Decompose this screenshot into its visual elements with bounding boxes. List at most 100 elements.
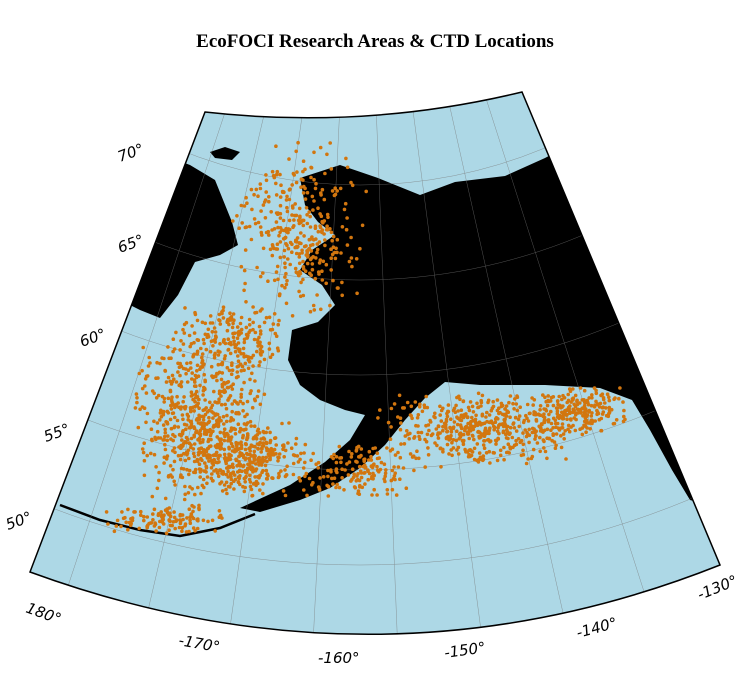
ctd-dot	[457, 432, 462, 437]
ctd-dot	[569, 400, 573, 404]
ctd-dot	[218, 322, 223, 326]
ctd-dot	[220, 360, 225, 365]
ctd-dot	[492, 425, 497, 430]
ctd-dot	[237, 476, 242, 481]
ctd-dot	[242, 340, 247, 345]
ctd-dot	[311, 303, 316, 308]
ctd-dot	[337, 444, 342, 449]
ctd-dot	[465, 415, 470, 420]
ctd-dot	[267, 341, 272, 346]
ctd-dot	[135, 396, 139, 400]
ctd-dot	[126, 507, 130, 512]
ctd-dot	[328, 303, 332, 308]
ctd-dot	[567, 387, 572, 391]
ctd-dot	[231, 335, 236, 340]
ctd-dot	[162, 396, 167, 401]
ctd-dot	[273, 436, 277, 441]
ctd-dot	[390, 468, 395, 473]
ctd-dot	[231, 219, 235, 223]
ctd-dot	[546, 394, 550, 398]
ctd-dot	[123, 515, 127, 520]
ctd-dot	[181, 517, 185, 522]
ctd-dot	[201, 408, 205, 413]
ctd-dot	[284, 226, 288, 231]
ctd-dot	[590, 411, 594, 415]
ctd-dot	[185, 516, 189, 520]
ctd-dot	[253, 311, 257, 315]
ctd-dot	[593, 419, 597, 423]
ctd-dot	[173, 483, 177, 487]
ctd-dot	[555, 409, 560, 414]
ctd-dot	[590, 396, 594, 400]
ctd-dot	[261, 468, 265, 473]
ctd-dot	[178, 513, 182, 518]
ctd-dot	[357, 464, 362, 469]
ctd-dot	[254, 436, 259, 441]
ctd-dot	[264, 190, 269, 194]
lon-label: -130°	[695, 571, 740, 603]
ctd-dot	[396, 450, 400, 455]
ctd-dot	[297, 252, 302, 256]
ctd-dot	[307, 237, 312, 242]
ctd-dot	[229, 481, 233, 486]
ctd-dot	[332, 452, 336, 457]
ctd-dot	[235, 325, 240, 329]
ctd-dot	[534, 429, 538, 434]
ctd-dot	[222, 438, 227, 443]
ctd-dot	[481, 454, 486, 458]
ctd-dot	[296, 218, 301, 223]
lon-label: -150°	[443, 638, 487, 662]
ctd-dot	[163, 430, 168, 435]
ctd-dot	[323, 238, 327, 242]
ctd-dot	[598, 401, 603, 406]
ctd-dot	[340, 476, 344, 480]
meridian	[371, 92, 401, 635]
ctd-dot	[293, 266, 298, 271]
ctd-dot	[155, 421, 160, 425]
ctd-dot	[259, 450, 264, 454]
ctd-dot	[156, 436, 161, 440]
ctd-dot	[183, 367, 188, 371]
ctd-dot	[472, 424, 477, 429]
ctd-dot	[193, 312, 198, 317]
ctd-dot	[261, 203, 266, 207]
ctd-dot	[434, 427, 439, 431]
ctd-dot	[319, 193, 323, 197]
ctd-dot	[140, 368, 144, 373]
ctd-dot	[180, 525, 185, 530]
ctd-dot	[167, 356, 171, 361]
ctd-dot	[549, 409, 553, 414]
ctd-dot	[455, 415, 459, 420]
ctd-dot	[582, 423, 586, 428]
ctd-dot	[286, 257, 290, 261]
ctd-dot	[218, 350, 222, 354]
ctd-dot	[457, 394, 461, 399]
ctd-dot	[203, 461, 207, 465]
ctd-dot	[483, 428, 487, 433]
ctd-dot	[568, 417, 573, 421]
ctd-dot	[225, 328, 230, 333]
ctd-dot	[583, 416, 588, 420]
ctd-dot	[538, 408, 542, 412]
ctd-dot	[455, 448, 459, 452]
ctd-dot	[284, 198, 289, 202]
ctd-dot	[403, 434, 408, 438]
ctd-dot	[325, 228, 330, 232]
ctd-dot	[224, 480, 229, 485]
ctd-dot	[438, 404, 442, 409]
ctd-dot	[363, 470, 367, 475]
ctd-dot	[142, 514, 146, 519]
ctd-dot	[446, 403, 451, 407]
ctd-dot	[312, 150, 316, 155]
ctd-dot	[316, 229, 321, 234]
ctd-dot	[223, 382, 227, 386]
ctd-dot	[182, 395, 186, 399]
ctd-dot	[277, 452, 282, 456]
ctd-dot	[198, 470, 203, 474]
ctd-dot	[439, 465, 443, 469]
ctd-dot	[543, 449, 548, 454]
ctd-dot	[310, 267, 315, 272]
ctd-dot	[188, 344, 192, 349]
ctd-dot	[218, 318, 222, 323]
ctd-dot	[276, 277, 280, 282]
